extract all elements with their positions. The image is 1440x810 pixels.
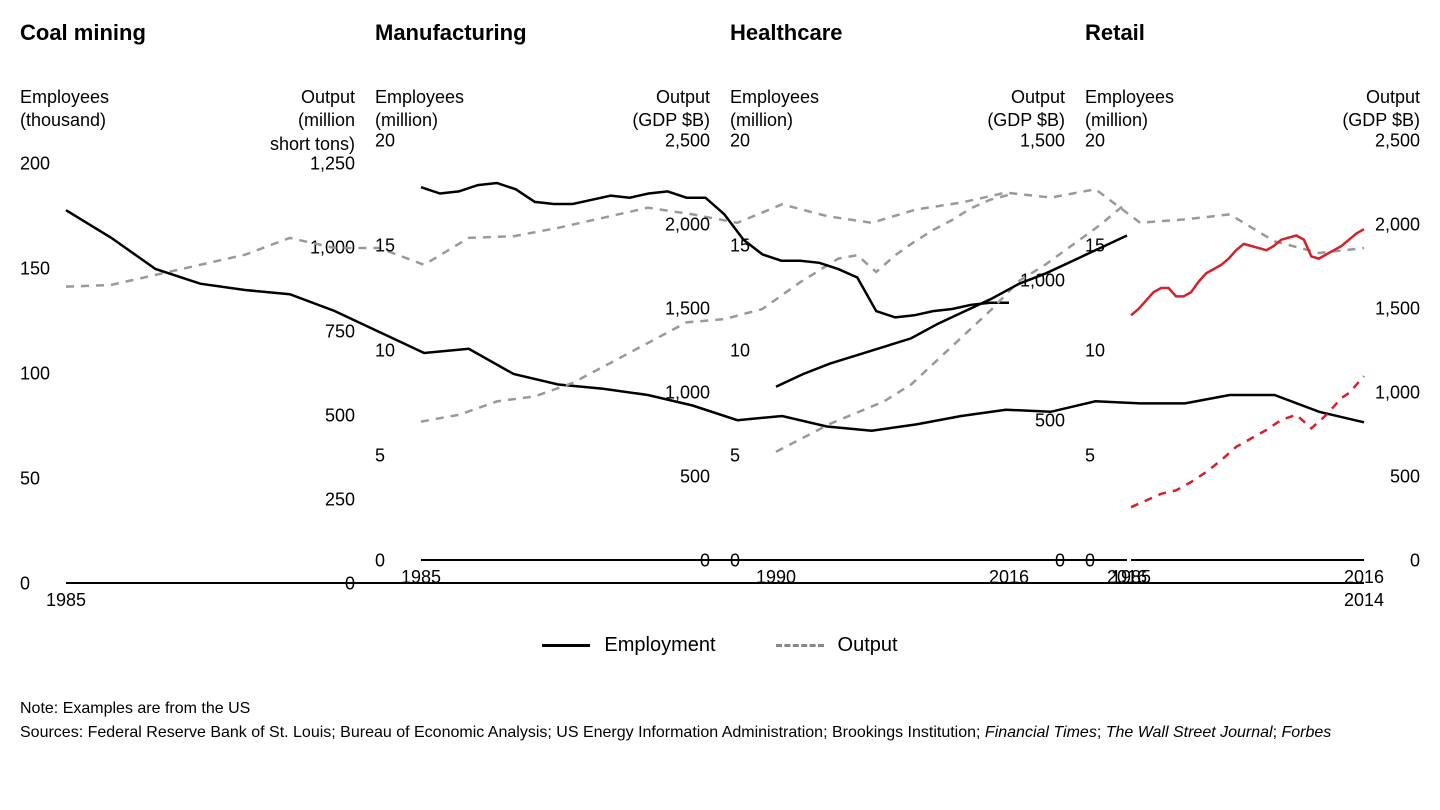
legend: Employment Output	[20, 634, 1420, 657]
y-right-axis-label: Output(millionshort tons)	[270, 86, 355, 156]
output-line	[1131, 376, 1364, 507]
legend-output-label: Output	[838, 634, 898, 657]
sources-text: Sources: Federal Reserve Bank of St. Lou…	[20, 721, 1420, 745]
legend-item-output: Output	[776, 634, 898, 657]
chart-title: Retail	[1085, 20, 1420, 46]
x-tick: 2014	[1344, 590, 1384, 611]
output-line	[776, 202, 1127, 451]
chart-title: Healthcare	[730, 20, 1065, 46]
y-left-axis-label: Employees(million)	[730, 86, 819, 133]
legend-item-employment: Employment	[542, 634, 715, 657]
y-left-axis-label: Employees(thousand)	[20, 86, 109, 156]
plot-area: 05010015020002505007501,0001,25019852014	[20, 164, 355, 584]
line-chart-svg	[1085, 141, 1420, 561]
y-right-axis-label: Output(GDP $B)	[987, 86, 1065, 133]
chart-panel-2: Healthcare Employees(million) Output(GDP $…	[730, 20, 1065, 584]
chart-panel-0: Coal mining Employees(thousand) Output(mil…	[20, 20, 355, 584]
employment-line	[776, 235, 1127, 386]
note-text: Note: Examples are from the US	[20, 697, 1420, 721]
y-left-axis-label: Employees(million)	[375, 86, 464, 133]
x-tick: 1990	[756, 567, 796, 588]
employment-line	[1131, 229, 1364, 315]
plot-area: 0510152005001,0001,5002,0002,50019852016	[375, 141, 710, 561]
plot-area: 0510152005001,0001,50019902016	[730, 141, 1065, 561]
chart-panel-3: Retail Employees(million) Output(GDP $B) 05…	[1085, 20, 1420, 584]
legend-solid-line-icon	[542, 644, 590, 647]
y-left-axis-label: Employees(million)	[1085, 86, 1174, 133]
charts-grid: Coal mining Employees(thousand) Output(mil…	[20, 20, 1420, 584]
legend-employment-label: Employment	[604, 634, 715, 657]
x-tick: 2016	[1344, 567, 1384, 588]
legend-dashed-line-icon	[776, 644, 824, 647]
x-tick: 1985	[1111, 567, 1151, 588]
chart-panel-1: Manufacturing Employees(million) Output(GD…	[375, 20, 710, 584]
footnote-block: Note: Examples are from the US Sources: …	[20, 697, 1420, 745]
x-tick: 1985	[46, 590, 86, 611]
plot-area: 0510152005001,0001,5002,0002,50019852016	[1085, 141, 1420, 561]
chart-title: Manufacturing	[375, 20, 710, 46]
y-right-axis-label: Output(GDP $B)	[1342, 86, 1420, 133]
chart-title: Coal mining	[20, 20, 355, 46]
x-tick: 1985	[401, 567, 441, 588]
y-right-axis-label: Output(GDP $B)	[632, 86, 710, 133]
